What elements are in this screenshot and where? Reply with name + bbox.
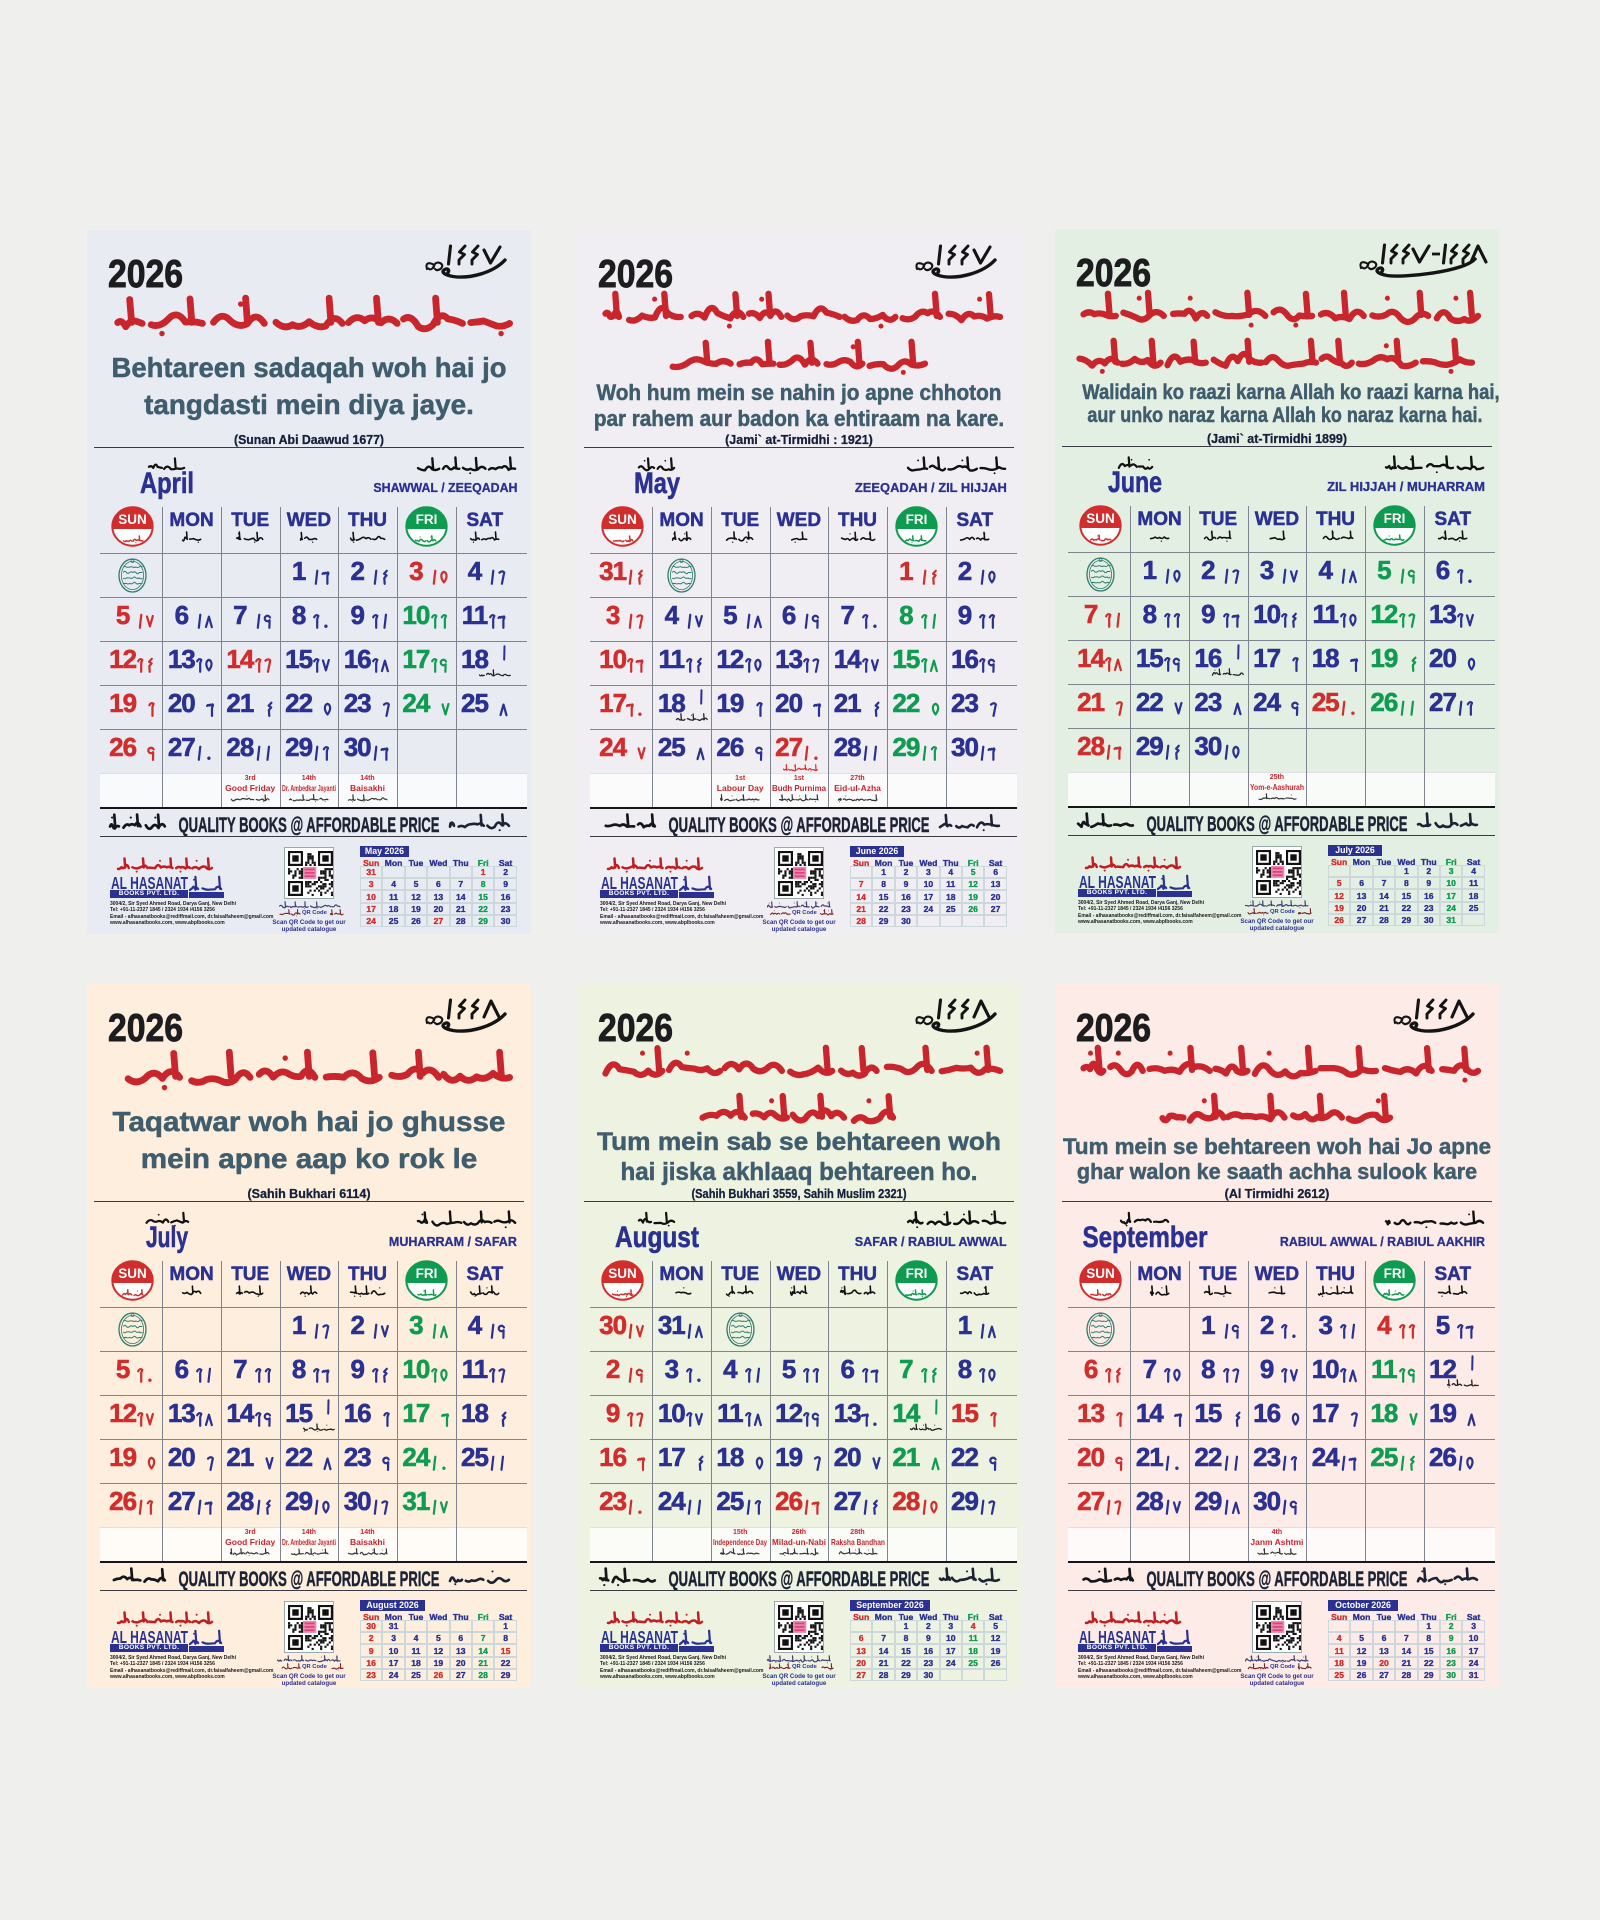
svg-text:FRI: FRI — [416, 1266, 438, 1281]
svg-text:FRI: FRI — [906, 1266, 928, 1281]
svg-text:FRI: FRI — [1384, 511, 1406, 526]
svg-text:FRI: FRI — [416, 512, 438, 527]
svg-text:SUN: SUN — [1086, 1266, 1115, 1281]
svg-text:SUN: SUN — [118, 1266, 147, 1281]
svg-text:SUN: SUN — [1086, 511, 1115, 526]
svg-text:SUN: SUN — [608, 1266, 637, 1281]
svg-text:SUN: SUN — [118, 512, 147, 527]
svg-text:FRI: FRI — [906, 512, 928, 527]
svg-text:SUN: SUN — [608, 512, 637, 527]
svg-text:FRI: FRI — [1384, 1266, 1406, 1281]
